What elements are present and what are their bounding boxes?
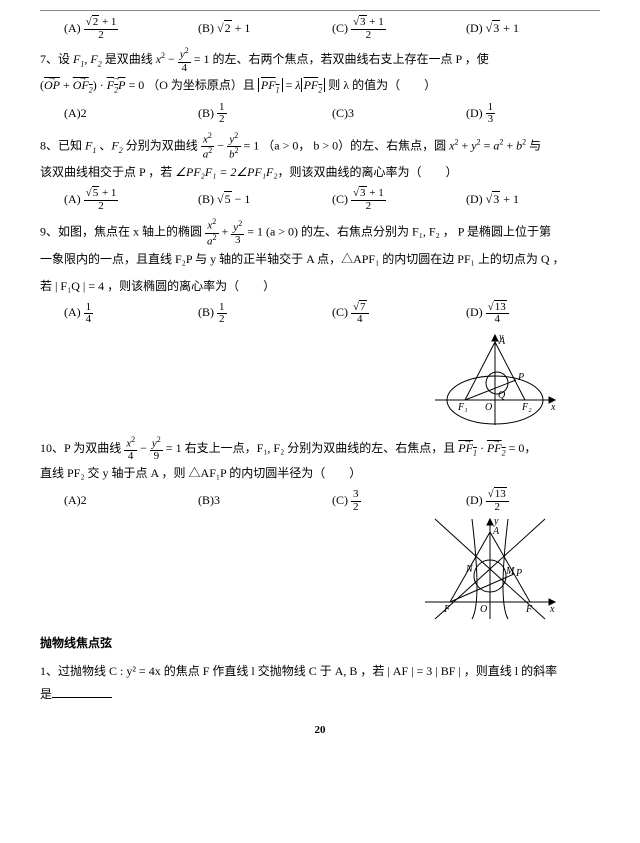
q9-choices: (A) 14 (B) 12 (C) 74 (D) 134 [40,301,600,325]
question-8: 8、已知 F1 、F2 分别为双曲线 x2a2 − y2b2 = 1 （a > … [40,132,600,161]
choice-c: (C) 3 + 12 [332,17,466,41]
choice-b: (B) 2 + 1 [198,17,332,41]
section2-q1-line2: 是 [40,683,600,706]
question-9: 9、如图，焦点在 x 轴上的椭圆 x2a2 + y23 = 1 (a > 0) … [40,218,600,247]
svg-text:P: P [517,372,524,383]
question-9-line2: 一象限内的一点，且直线 F₂P 与 y 轴的正半轴交于 A 点，△APF₁ 的内… [40,248,600,271]
choice-d: (D) 3 + 1 [466,188,600,212]
choice-a: (A)2 [64,489,198,513]
q6-choices: (A) 2 + 12 (B) 2 + 1 (C) 3 + 12 (D) 3 + … [40,17,600,41]
svg-text:A: A [492,526,500,537]
question-9-line3: 若 | F₁Q | = 4 ，则该椭圆的离心率为（ ） [40,275,600,298]
choice-a: (A) 2 + 12 [64,17,198,41]
question-10-line2: 直线 PF₂ 交 y 轴于点 A ，则 △AF₁P 的内切圆半径为（ ） [40,462,600,485]
section-heading: 抛物线焦点弦 [40,632,600,655]
choice-b: (B) 12 [198,301,332,325]
svg-text:x: x [549,604,555,615]
choice-a: (A) 5 + 12 [64,188,198,212]
choice-d: (D) 3 + 1 [466,17,600,41]
question-8-line2: 该双曲线相交于点 P ，若 ∠PF₂F₁ = 2∠PF₁F₂，则该双曲线的离心率… [40,161,600,184]
choice-d: (D) 132 [466,489,600,513]
svg-text:F₂: F₂ [521,402,532,413]
q8-choices: (A) 5 + 12 (B) 5 − 1 (C) 3 + 12 (D) 3 + … [40,188,600,212]
choice-b: (B) 5 − 1 [198,188,332,212]
svg-text:O: O [480,604,487,615]
svg-text:P: P [515,568,522,579]
choice-c: (C) 3 + 12 [332,188,466,212]
svg-text:F₁: F₁ [457,402,468,413]
svg-text:x: x [550,402,556,413]
choice-a: (A)2 [64,102,198,126]
q10-choices: (A)2 (B)3 (C) 32 (D) 132 [40,489,600,513]
svg-text:A: A [498,336,506,347]
question-7-line2: (OP + OF2) · F2P = 0 （O 为坐标原点）且 PF1 = λP… [40,74,600,98]
choice-b: (B)3 [198,489,332,513]
svg-text:N: N [465,564,474,575]
svg-text:F: F [443,604,451,615]
svg-text:Q: Q [498,390,506,401]
svg-text:F: F [525,604,533,615]
choice-d: (D) 13 [466,102,600,126]
question-10: 10、P 为双曲线 x24 − y29 = 1 右支上一点，F₁, F₂ 分别为… [40,436,600,463]
choice-c: (C) 74 [332,301,466,325]
choice-b: (B) 12 [198,102,332,126]
choice-c: (C) 32 [332,489,466,513]
page-number: 20 [40,720,600,741]
answer-blank[interactable] [52,686,112,698]
svg-text:O: O [485,402,492,413]
q7-choices: (A)2 (B) 12 (C)3 (D) 13 [40,102,600,126]
svg-text:M: M [505,566,515,577]
choice-c: (C)3 [332,102,466,126]
q9-figure: x y O A P Q F₁ F₂ [40,330,600,430]
choice-a: (A) 14 [64,301,198,325]
choice-d: (D) 134 [466,301,600,325]
section2-q1: 1、过抛物线 C : y² = 4x 的焦点 F 作直线 l 交抛物线 C 于 … [40,660,600,683]
q10-figure: x y O A P N M F F [40,514,600,624]
